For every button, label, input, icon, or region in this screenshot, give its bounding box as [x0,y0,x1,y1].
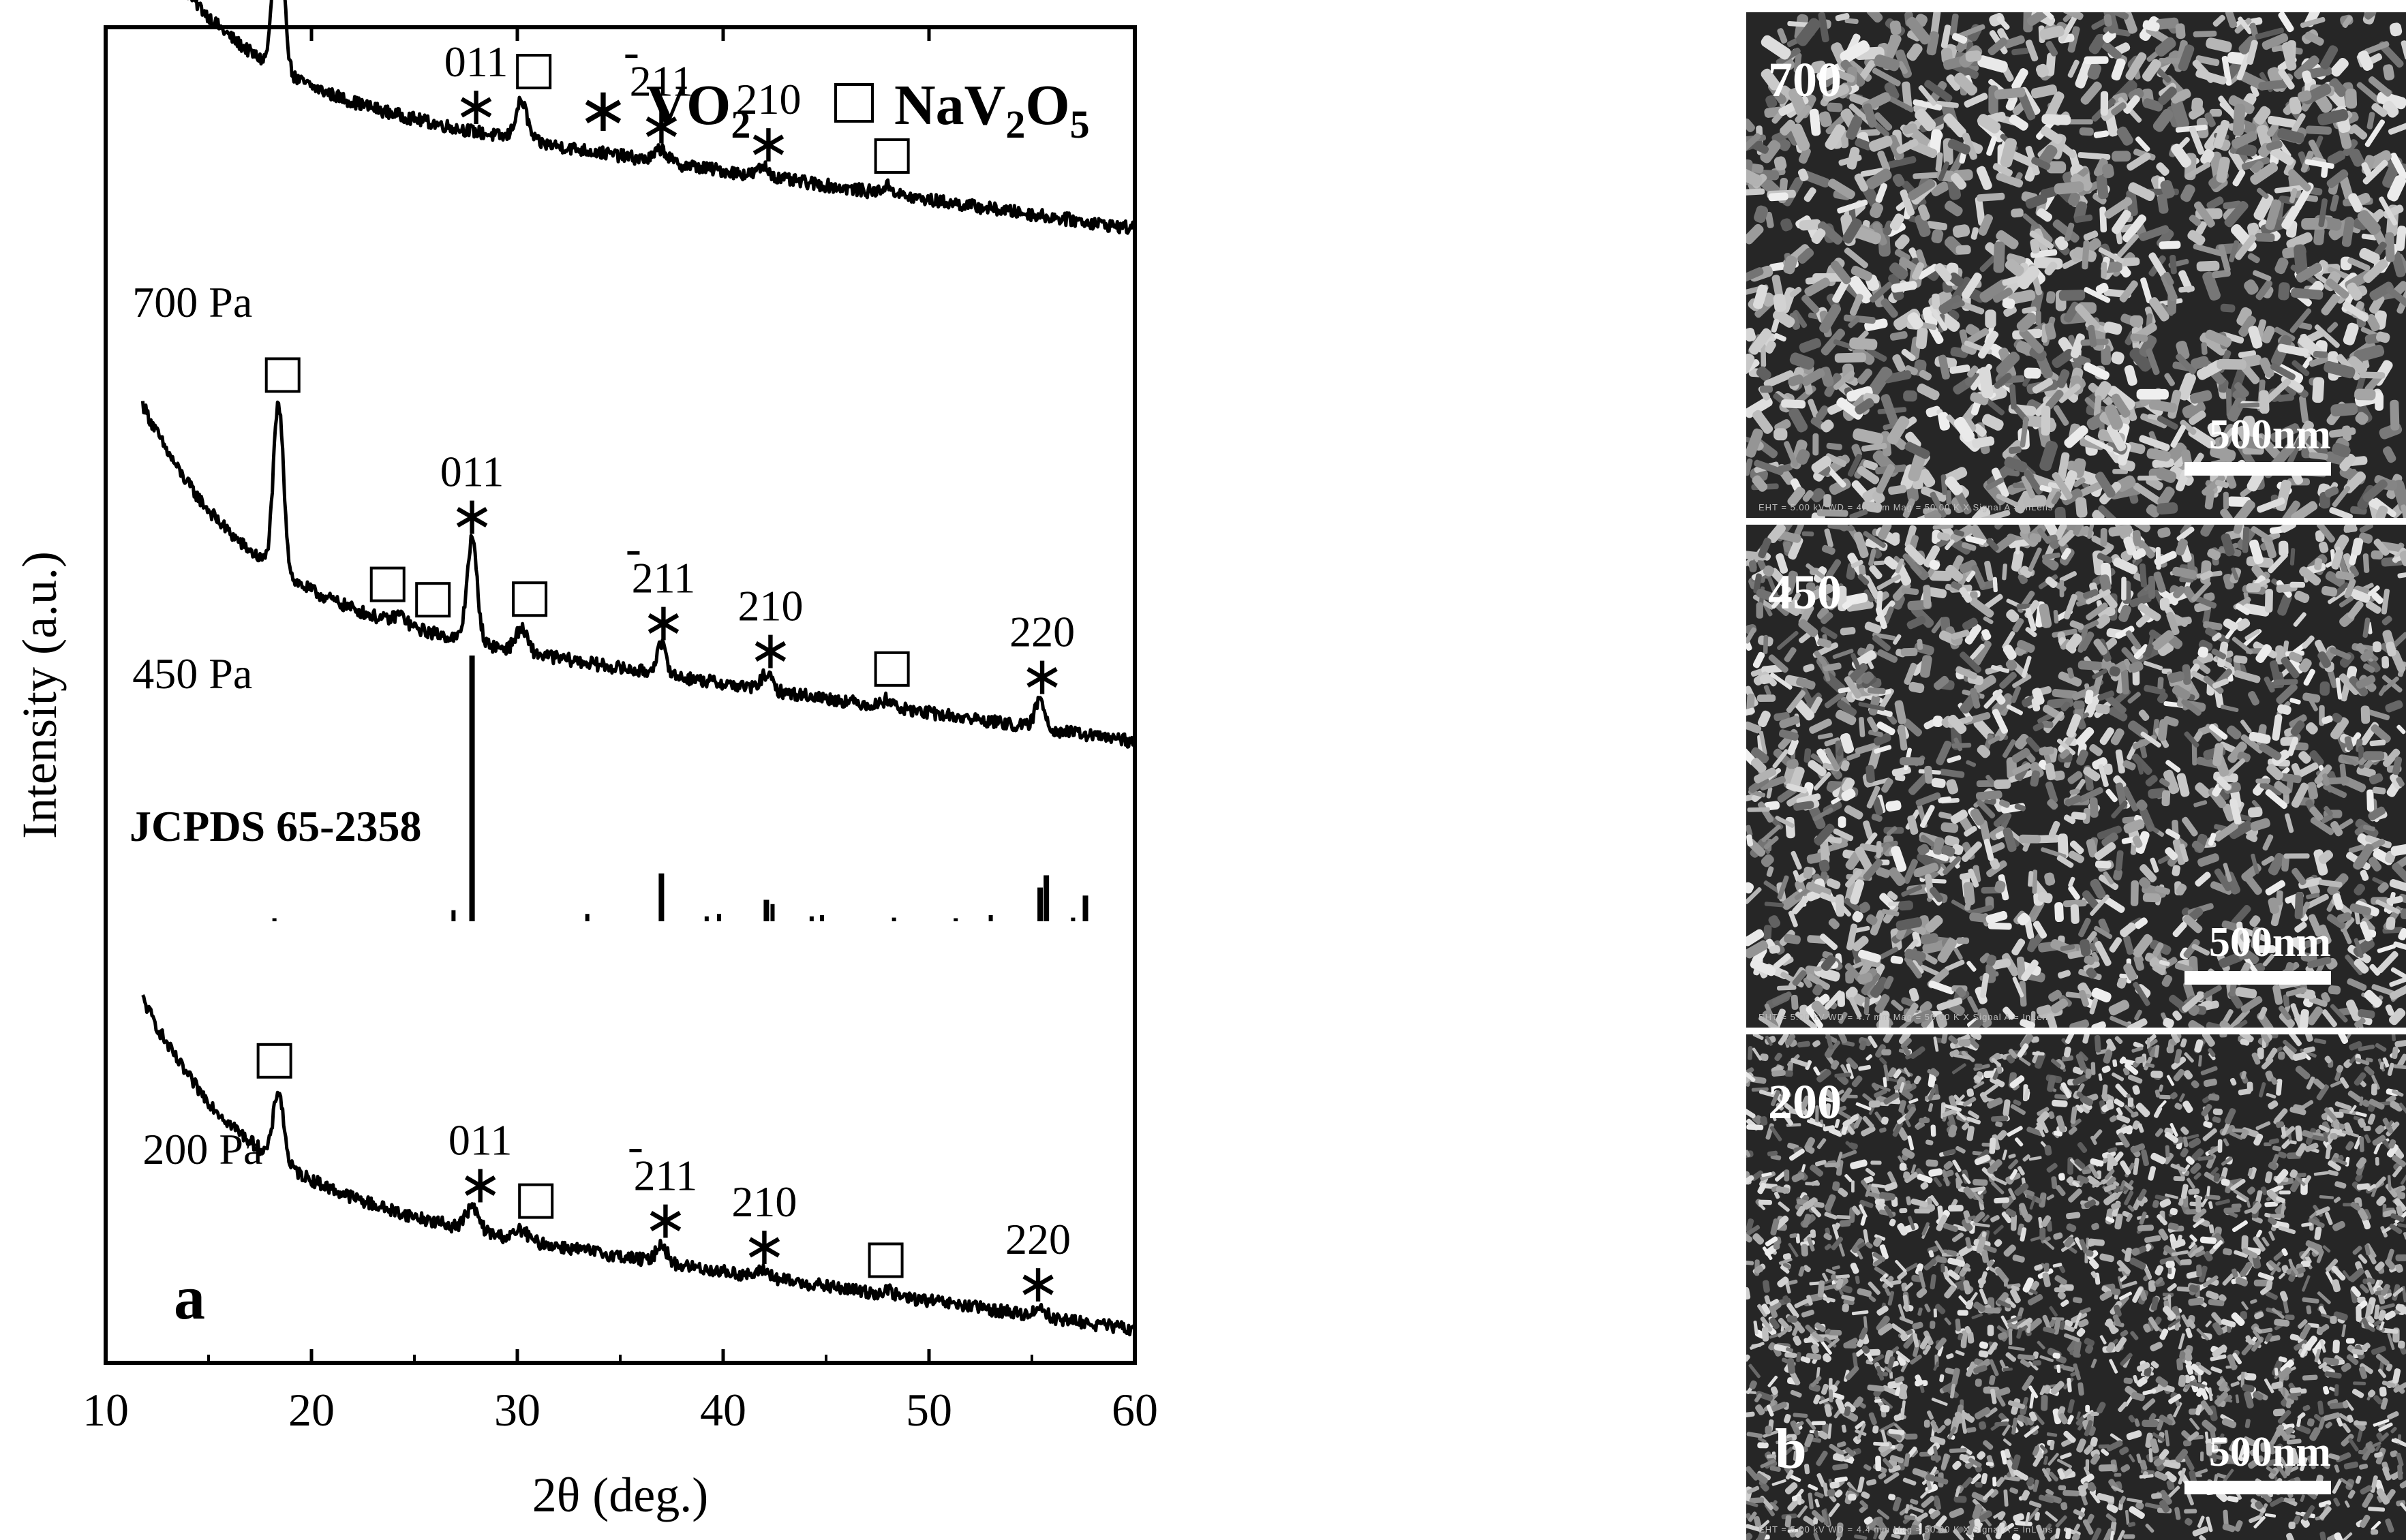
legend-nav2o5-label: NaV2O5 [894,74,1090,147]
sem-grain-field [1746,1034,2406,1540]
sem-panel-450: 450 500nm EHT = 5.00 kV WD = 4.7 mm Mag … [1746,525,2406,1028]
hkl-label: 210 [731,1177,797,1226]
nav2o5-marker [874,138,910,174]
sem-grain-field [1746,525,2406,1028]
reference-label: JCPDS 65-2358 [130,802,421,850]
x-tick-label: 20 [288,1384,335,1436]
xrd-curves [140,0,1137,1337]
legend-star-symbol: ∗ [577,74,628,146]
vo2-marker: ∗ [748,620,793,681]
hkl-label: 011 [448,1115,513,1164]
vo2-marker: ∗ [458,1154,502,1215]
vo2-marker: ∗ [454,76,498,137]
nav2o5-marker [512,581,548,617]
nav2o5-marker [874,651,910,687]
sem-info-strip: EHT = 5.00 kV WD = 4.4 mm Mag = 50.00 K … [1758,1524,2054,1535]
nav2o5-marker [868,1242,904,1278]
panel-letter-a: a [174,1263,205,1332]
sem-texture [1746,12,2406,518]
x-tick-label: 10 [82,1384,129,1436]
nav2o5-marker [518,1183,554,1219]
hkl-label: 210 [735,75,801,123]
reference-pattern [272,656,1088,921]
xrd-curve-700-pa [187,0,1137,235]
legend: ∗ VO2 NaV2O5 [577,74,1089,147]
hkl-label: 210 [737,582,803,630]
scale-bar [2184,1481,2331,1494]
vo2-marker: ∗ [1016,1253,1060,1314]
scale-bar-label: 500nm [2208,919,2331,966]
nav2o5-marker [516,54,552,90]
sem-label-450: 450 [1768,565,1842,619]
x-tick-label: 40 [700,1384,746,1436]
vo2-marker: ∗ [639,95,684,157]
sem-info-strip: EHT = 5.00 kV WD = 4.7 mm Mag = 50.00 K … [1758,502,2054,512]
sem-label-200: 200 [1768,1075,1842,1129]
legend-square-symbol [834,83,874,123]
series-label: 200 Pa [142,1125,262,1173]
y-axis-label: Intensity (a.u.) [12,551,67,839]
sem-texture [1746,1034,2406,1540]
vo2-marker: ∗ [746,113,791,174]
scale-bar-label: 500nm [2208,1429,2331,1475]
sem-grain-field [1746,12,2406,518]
legend-vo2-label: VO2 [646,74,750,147]
x-tick-label: 30 [494,1384,540,1436]
nav2o5-marker [256,1043,292,1079]
vo2-marker: ∗ [450,485,494,546]
x-tick-label: 60 [1112,1384,1158,1436]
hkl-label: 220 [1009,608,1075,656]
x-tick-label: 50 [906,1384,952,1436]
vo2-marker: ∗ [1020,646,1064,707]
nav2o5-marker [264,357,301,393]
series-label: 450 Pa [132,649,252,698]
hkl-label: 220 [1005,1215,1071,1263]
vo2-marker: ∗ [641,591,686,653]
vo2-marker: ∗ [742,1216,787,1277]
x-axis-ticks: 10 20 30 40 50 60 [82,27,1158,1436]
xrd-curve-450-pa [140,400,1136,749]
sem-info-strip: EHT = 5.00 kV WD = 4.7 mm Mag = 50.00 K … [1758,1012,2054,1022]
series-label: 700 Pa [132,278,252,326]
hkl-label: 211 [632,553,696,602]
panel-letter-b: b [1775,1417,1807,1481]
scale-bar [2184,971,2331,985]
hkl-label: 211 [630,57,694,106]
nav2o5-marker [369,566,406,602]
hkl-label: 011 [444,37,508,86]
sem-panel-700: 700 500nm EHT = 5.00 kV WD = 4.7 mm Mag … [1746,12,2406,518]
hkl-label: 011 [440,447,504,495]
scale-bar [2184,462,2331,476]
scale-bar-label: 500nm [2208,412,2331,458]
xrd-curve-200-pa [141,994,1136,1337]
vo2-marker: ∗ [643,1190,688,1251]
x-axis-label: 2θ (deg.) [532,1468,708,1522]
nav2o5-marker [415,582,451,618]
sem-panel-200: 200 b 500nm EHT = 5.00 kV WD = 4.4 mm Ma… [1746,1034,2406,1540]
hkl-label: 211 [634,1152,698,1200]
sem-label-700: 700 [1768,52,1842,107]
sem-texture [1746,525,2406,1028]
